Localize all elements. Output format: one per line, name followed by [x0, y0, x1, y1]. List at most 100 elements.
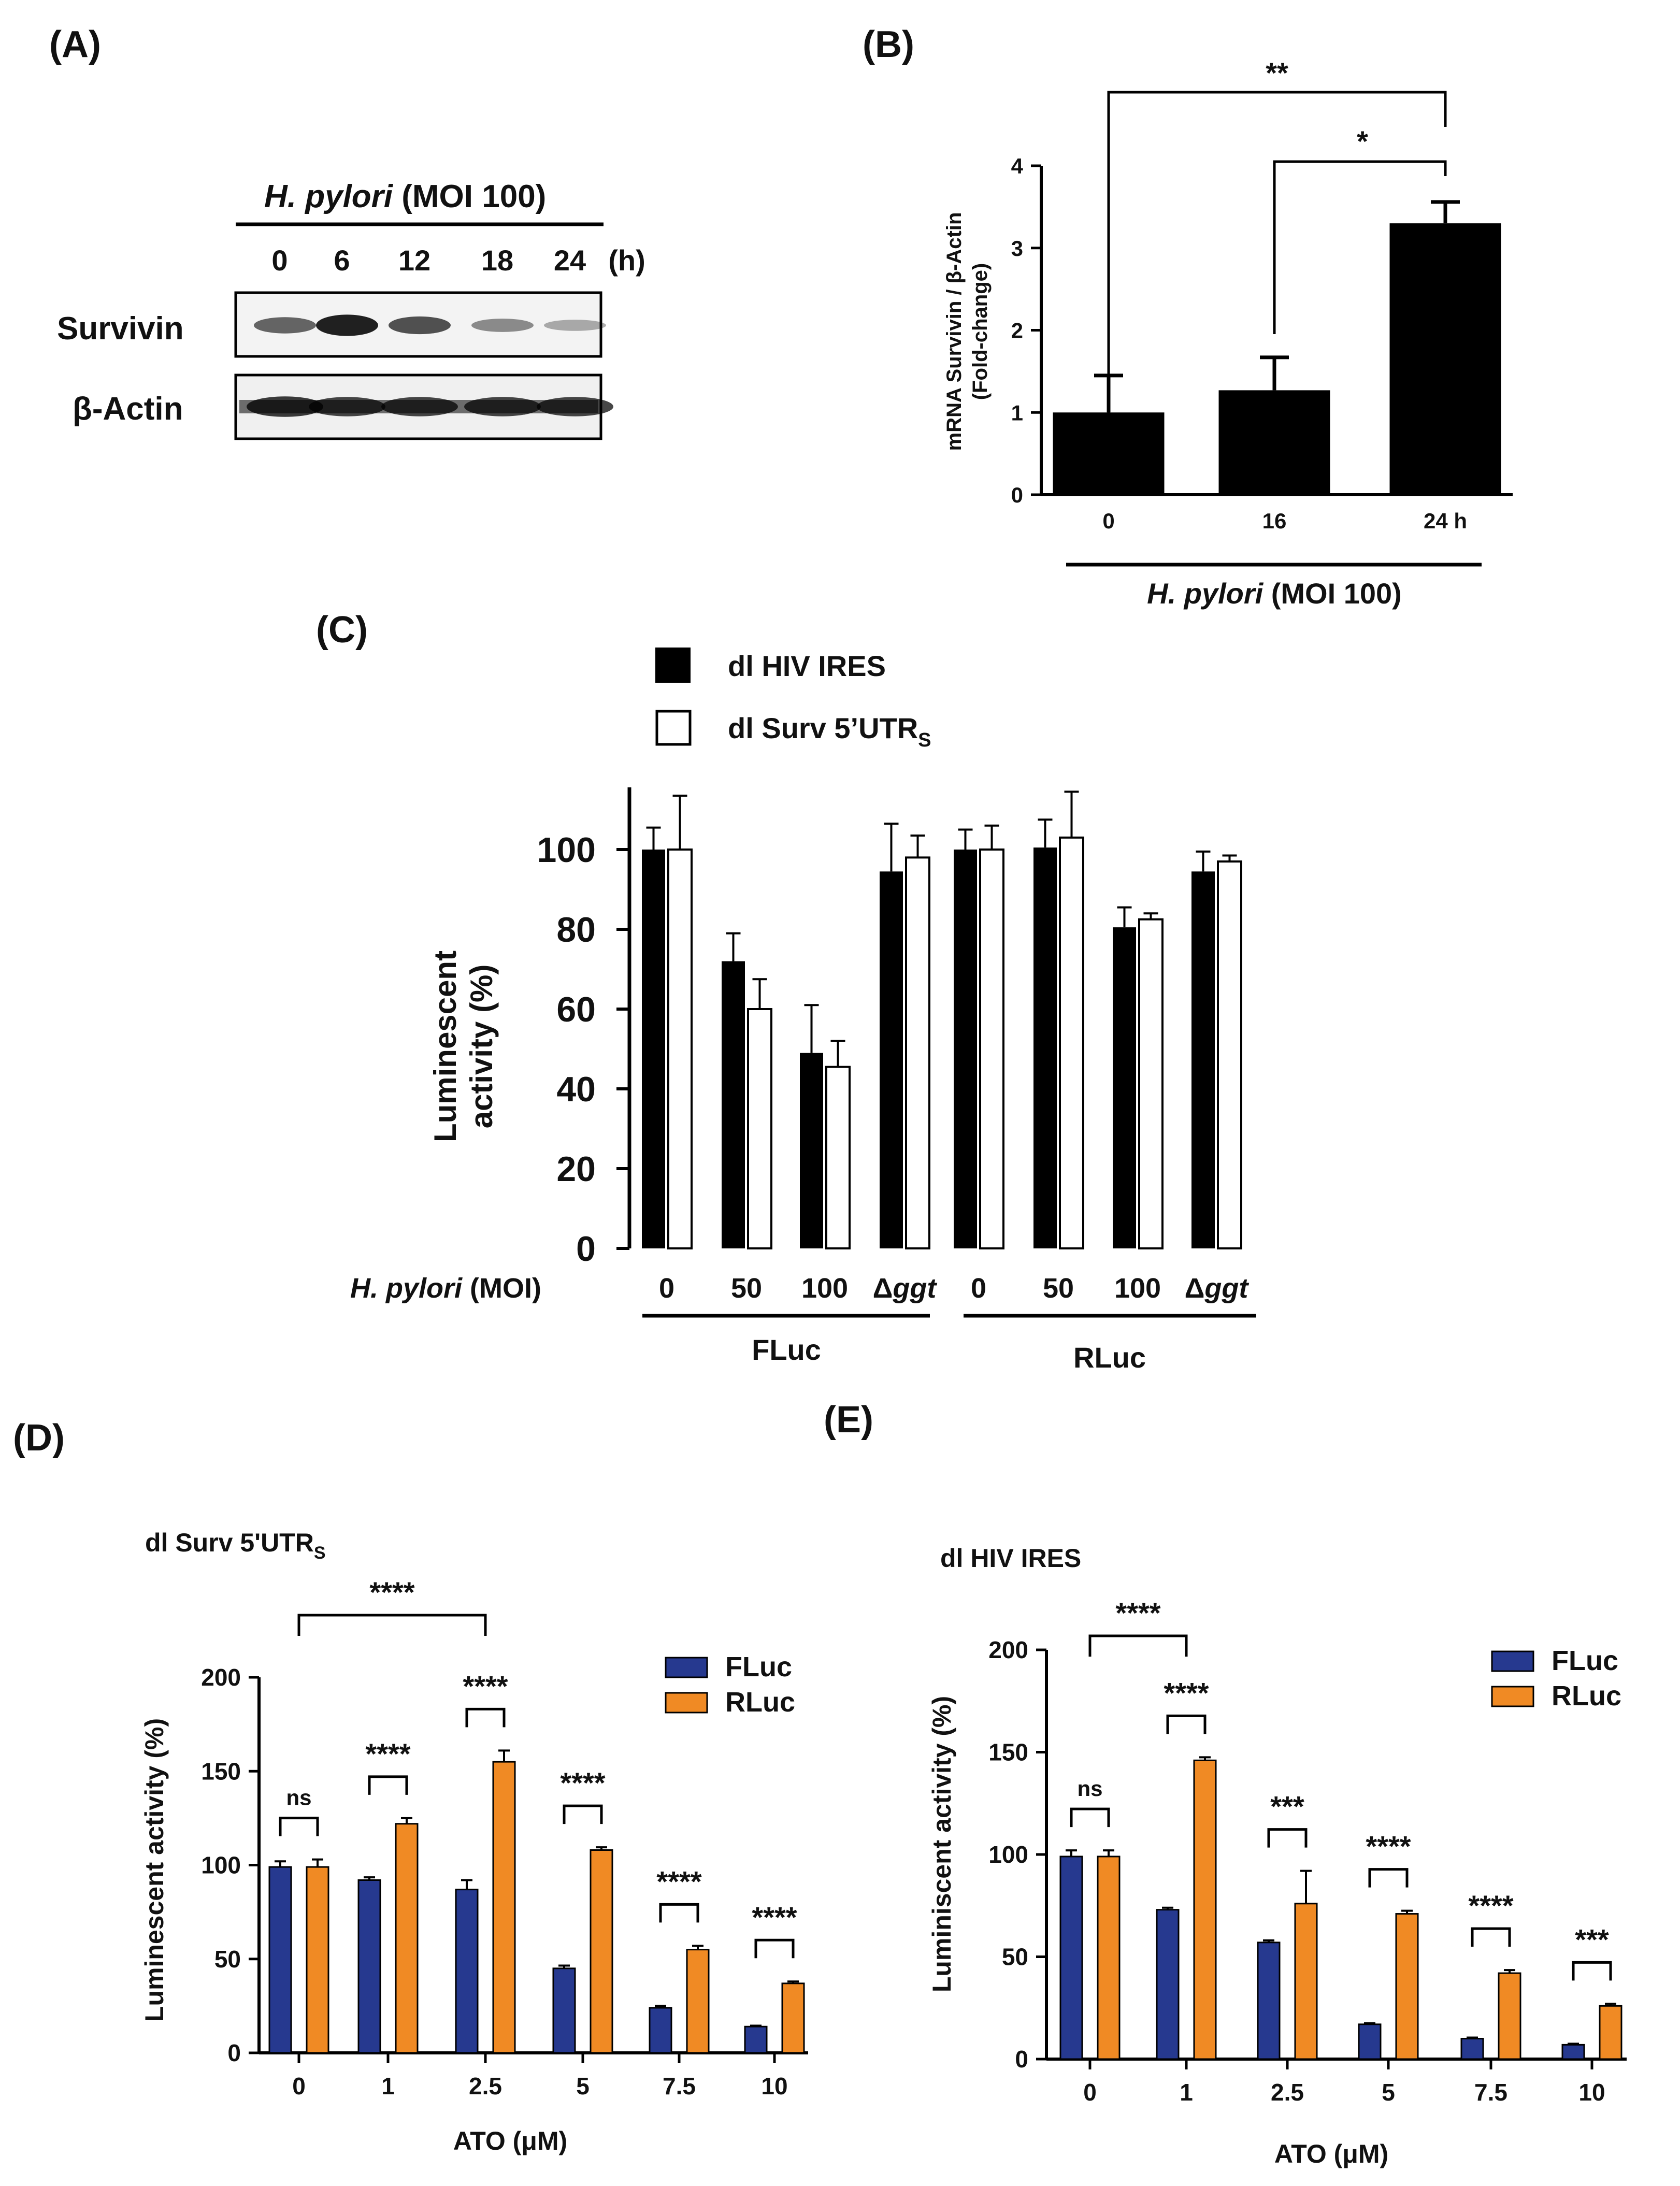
- actin-band-smear: [239, 400, 598, 413]
- top-bracket: [1088, 1634, 1188, 1657]
- panel-b-y-ticks: 0 1 2 3 4: [1011, 154, 1041, 507]
- pair-bracket: [659, 1903, 699, 1923]
- y-tick-label: 50: [1002, 1944, 1028, 1971]
- pair-bracket-label: ns: [286, 1786, 311, 1810]
- pair-bracket-label: ***: [1270, 1790, 1304, 1823]
- pair-bracket: [279, 1817, 319, 1836]
- x-tick-label: Δggt: [873, 1273, 938, 1304]
- panel-c-xlabel: H. pylori (MOI): [350, 1273, 541, 1304]
- y-tick-label: 1: [1011, 400, 1023, 425]
- bar-fluc: [552, 1967, 576, 2054]
- sig-label: *: [1357, 125, 1368, 157]
- x-tick-label: Δggt: [1185, 1273, 1250, 1304]
- panel-b-ylabel2: (Fold-change): [969, 263, 992, 400]
- panel-c-xlabel-italic: H. pylori: [350, 1273, 463, 1304]
- y-tick-label: 20: [556, 1149, 596, 1189]
- pair-bracket-label: ***: [1575, 1923, 1609, 1955]
- error-bar: [275, 1860, 286, 1867]
- panel-c-y-ticks: 0 20 40 60 80 100: [537, 830, 629, 1269]
- panel-e-bars: [1059, 1756, 1622, 2060]
- bar-fluc: [268, 1866, 292, 2054]
- panel-d-y-ticks: 0 50 100 150 200: [201, 1664, 259, 2066]
- legend-label-surv-main: dl Surv 5’UTR: [728, 712, 918, 744]
- x-tick-label: 16: [1262, 509, 1287, 533]
- blot-header: H. pylori (MOI 100): [264, 179, 546, 214]
- survivin-band: [544, 320, 606, 331]
- error-bar: [401, 1817, 412, 1824]
- x-tick-label-delta: Δ: [873, 1273, 893, 1304]
- survivin-band: [316, 314, 378, 336]
- legend-swatch-surv: [655, 710, 692, 746]
- blot-row-label-actin: β-Actin: [73, 391, 183, 427]
- y-tick-label: 150: [988, 1739, 1028, 1766]
- panel-e-legend-swatch-fluc: [1491, 1650, 1534, 1672]
- bar-hiv-ires: [800, 1053, 823, 1248]
- top-bracket-label: ****: [1115, 1597, 1160, 1629]
- lane-label: 0: [271, 244, 288, 277]
- panel-d-ylabel: Luminescent activity (%): [140, 1718, 169, 2022]
- pair-bracket-label: ****: [365, 1737, 410, 1770]
- panel-c-ylabel: Luminescent: [428, 951, 463, 1142]
- bar-surv-utr: [1217, 860, 1242, 1249]
- x-tick-label: 0: [659, 1273, 674, 1304]
- panel-b-xlabel: H. pylori (MOI 100): [1147, 577, 1402, 610]
- bar-fluc: [744, 2025, 768, 2054]
- bar-hiv-ires: [954, 850, 977, 1248]
- bar-hiv-ires: [642, 850, 665, 1248]
- panel-d-legend-label-fluc: FLuc: [725, 1651, 792, 1682]
- error-bar: [1260, 355, 1289, 391]
- y-tick-label: 150: [201, 1758, 241, 1785]
- bar-hiv-ires: [880, 871, 903, 1248]
- panel-d-legend-swatch-fluc: [665, 1657, 708, 1678]
- x-tick-label: 0: [1102, 509, 1114, 533]
- panel-e-label: (E): [824, 1399, 873, 1441]
- pair-bracket-label: ****: [560, 1766, 605, 1799]
- panel-b-bars: [1053, 200, 1501, 495]
- panel-e-y-ticks: 0 50 100 150 200: [988, 1636, 1046, 2073]
- y-tick-label: 0: [576, 1229, 596, 1269]
- pair-bracket: [368, 1775, 408, 1795]
- panel-e-x-ticks: 0 1 2.5 5 7.5 10: [1083, 2059, 1605, 2106]
- error-bar: [830, 1040, 845, 1067]
- bar: [1389, 223, 1501, 495]
- error-bar: [884, 822, 899, 872]
- panel-d: (D) dl Surv 5'UTRS Luminescent activity …: [13, 1417, 808, 2155]
- panel-d-brackets: ns **** **** **** **** **** ****: [279, 1576, 797, 1959]
- y-tick-label: 80: [556, 910, 596, 950]
- lane-label: 24: [554, 244, 586, 277]
- panel-d-xlabel: ATO (μM): [453, 2126, 567, 2155]
- panel-e-legend-swatch-rluc: [1491, 1686, 1534, 1707]
- panel-e-ylabel: Luminiscent activity (%): [927, 1696, 956, 1992]
- bar: [1218, 390, 1330, 495]
- pair-bracket: [1572, 1961, 1612, 1981]
- x-tick-label-italic: ggt: [892, 1273, 937, 1304]
- bar-fluc: [1257, 1941, 1281, 2060]
- x-tick-label: 5: [1382, 2079, 1395, 2106]
- x-tick-label: 0: [292, 2073, 306, 2099]
- pair-bracket: [1166, 1714, 1207, 1734]
- x-tick-label: 10: [761, 2073, 787, 2099]
- y-tick-label: 60: [556, 990, 596, 1029]
- panel-d-legend-label-rluc: RLuc: [725, 1687, 795, 1718]
- pair-bracket: [1070, 1807, 1110, 1828]
- panel-d-title-sub: S: [314, 1543, 326, 1563]
- y-tick-label: 40: [556, 1070, 596, 1109]
- error-bar: [498, 1749, 510, 1762]
- sig-bracket: [1107, 91, 1447, 425]
- panel-d-title: dl Surv 5'UTRS: [145, 1528, 326, 1563]
- lane-label: 12: [398, 244, 430, 277]
- blot-bands: [239, 314, 613, 417]
- y-tick-label: 0: [227, 2039, 241, 2066]
- bar-surv-utr: [667, 848, 693, 1249]
- legend-label-surv-sub: S: [918, 729, 931, 751]
- panel-b-significance: ***: [1107, 56, 1447, 425]
- panel-c-ylabel2: activity (%): [464, 965, 499, 1129]
- bar-rluc: [306, 1866, 329, 2054]
- bar-rluc: [1097, 1856, 1121, 2060]
- y-tick-label: 4: [1011, 154, 1024, 178]
- bar-rluc: [1395, 1913, 1419, 2060]
- pair-bracket: [1368, 1868, 1409, 1888]
- error-bar: [958, 828, 973, 850]
- y-tick-label: 100: [201, 1852, 241, 1879]
